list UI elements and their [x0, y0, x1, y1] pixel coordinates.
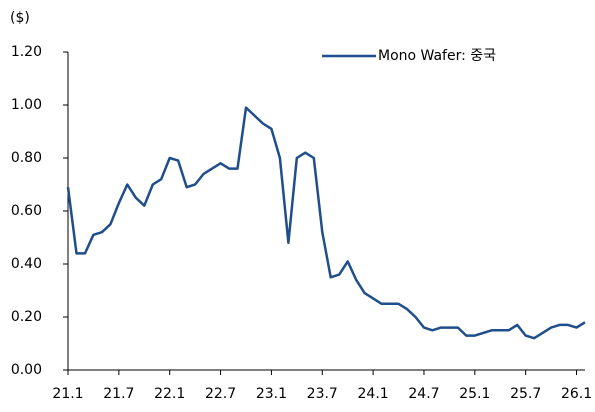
x-tick-label: 25.7: [510, 386, 541, 402]
x-tick-label: 21.7: [103, 386, 134, 402]
series-line: [66, 106, 586, 340]
y-tick-label: 1.00: [11, 97, 42, 113]
x-tick-label: 24.7: [408, 386, 439, 402]
y-unit: ($): [10, 10, 30, 26]
y-tick-label: 0.20: [11, 309, 42, 325]
x-tick-label: 23.7: [307, 386, 338, 402]
x-tick-label: 26.1: [561, 386, 592, 402]
x-tick-label: 25.1: [459, 386, 490, 402]
y-tick-label: 1.20: [11, 44, 42, 60]
legend-label: Mono Wafer: 중국: [378, 48, 496, 64]
y-tick-label: 0.60: [11, 203, 42, 219]
y-tick-label: 0.80: [11, 150, 42, 166]
x-tick-label: 22.7: [205, 386, 236, 402]
x-tick-label: 24.1: [358, 386, 389, 402]
x-tick-label: 23.1: [256, 386, 287, 402]
x-tick-label: 22.1: [154, 386, 185, 402]
y-tick-label: 0.00: [11, 362, 42, 378]
x-tick-label: 21.1: [52, 386, 83, 402]
y-tick-label: 0.40: [11, 256, 42, 272]
